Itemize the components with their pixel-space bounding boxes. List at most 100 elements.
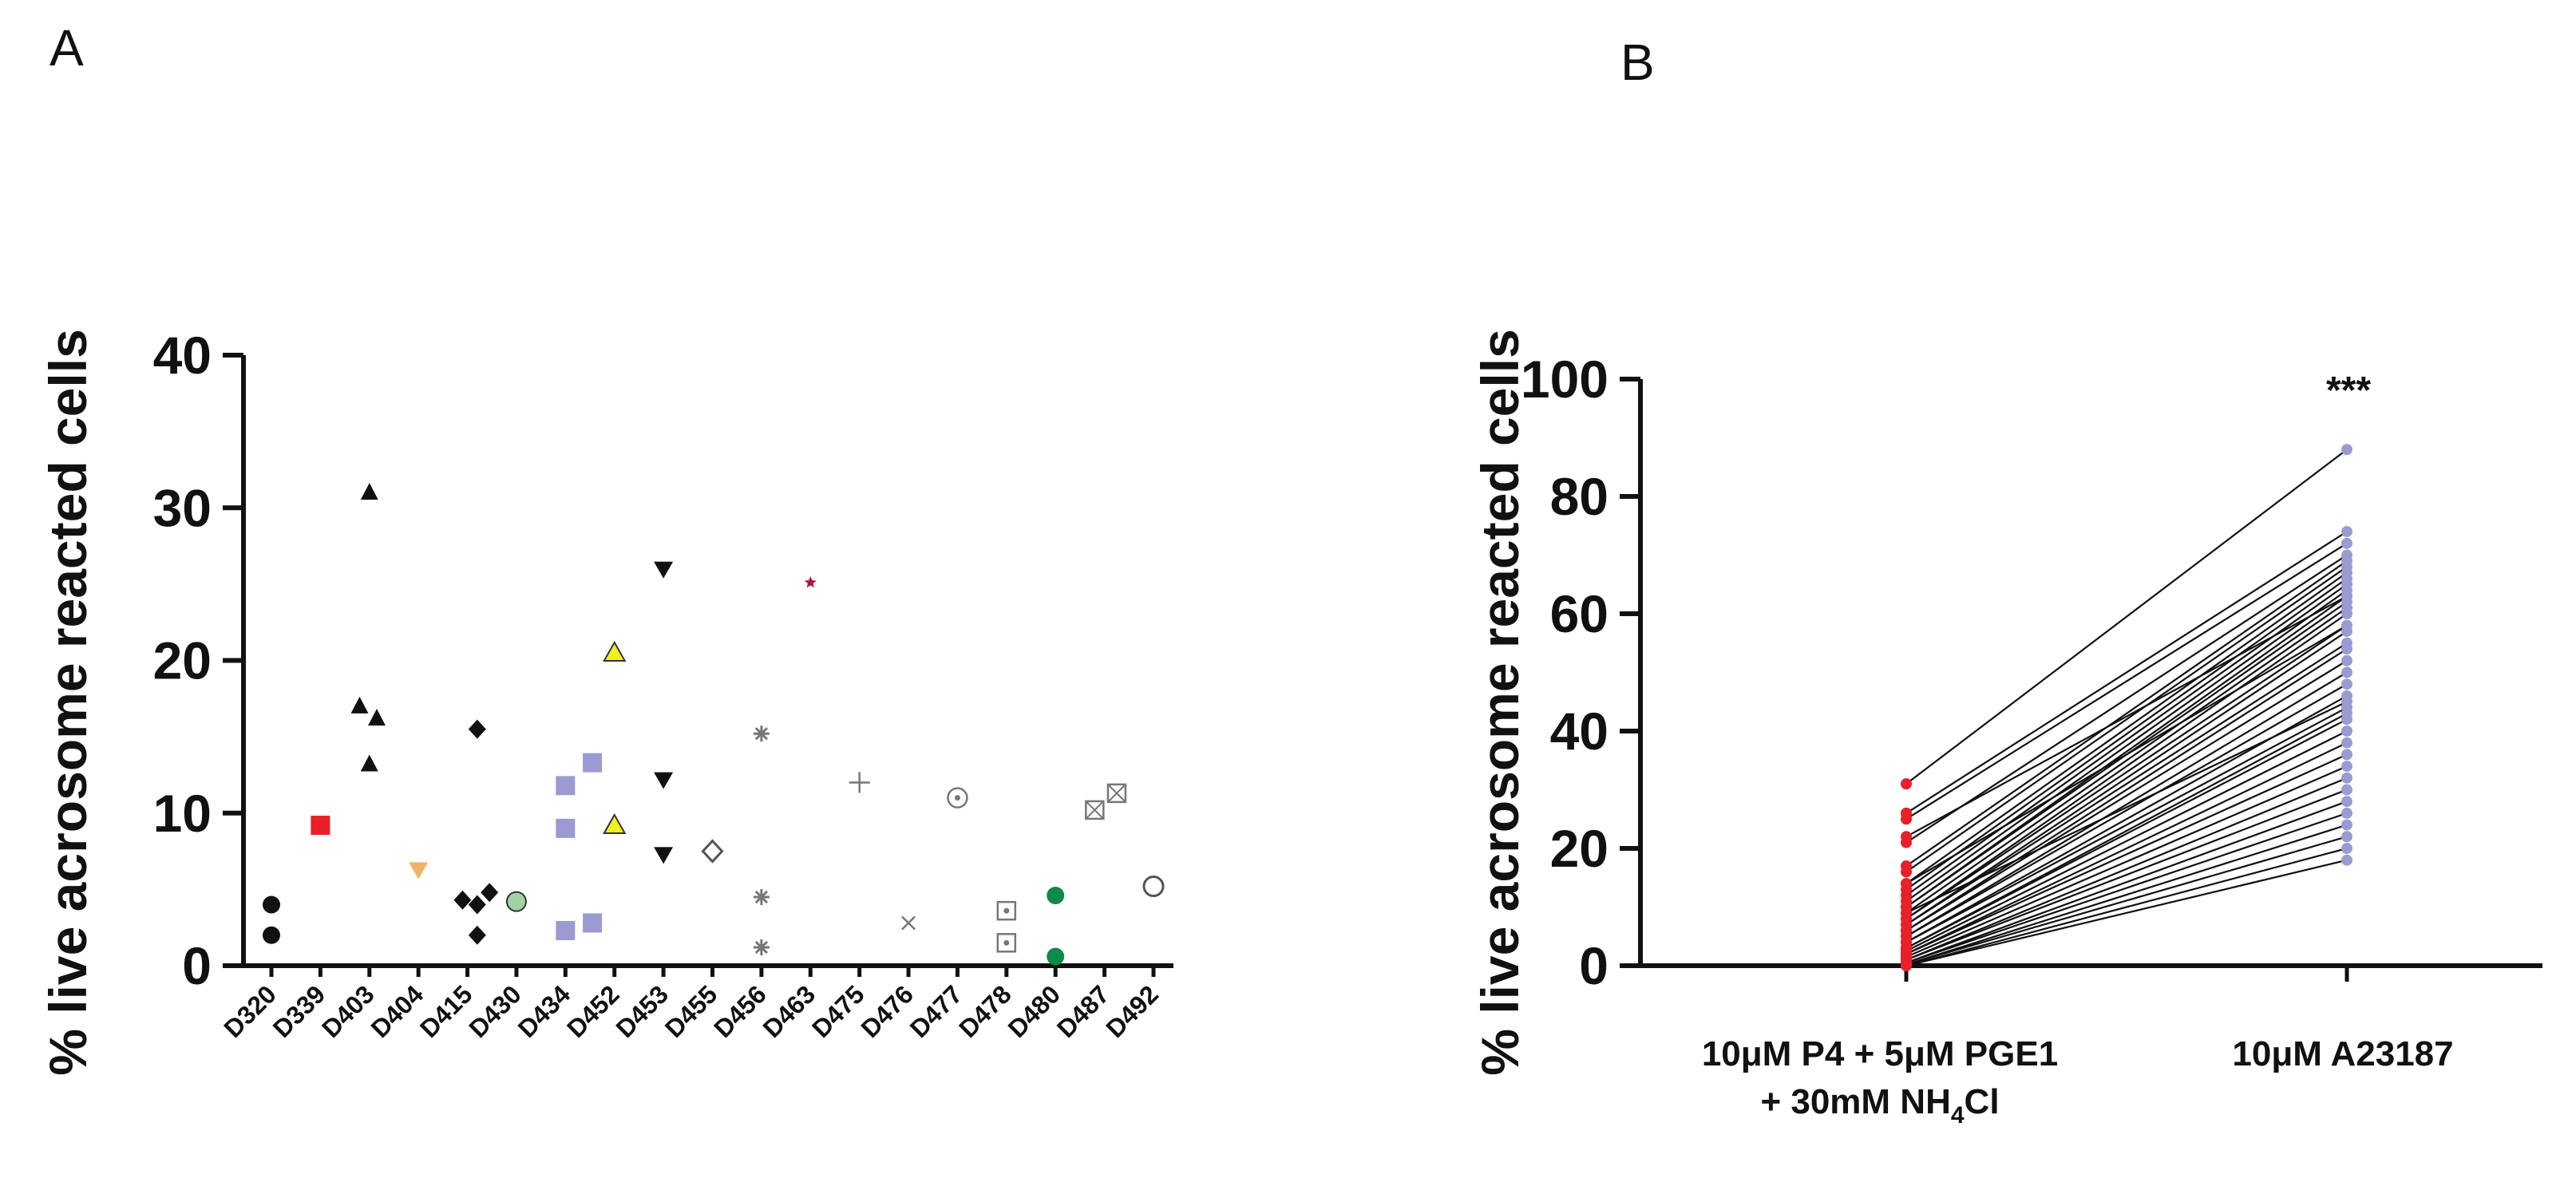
point-after — [2341, 784, 2352, 796]
panel-a-point — [1047, 947, 1065, 966]
paired-line — [1905, 595, 2348, 838]
panel-a-x-tick-label: D463 — [758, 979, 821, 1043]
paired-line — [1905, 701, 2348, 914]
panel-a-x-tick-label: D404 — [366, 979, 429, 1043]
panel-a-chart: % live acrosome reacted cells 0 10 20 30 40 D… — [38, 326, 1173, 1076]
point-after — [2341, 807, 2352, 819]
paired-line — [1905, 765, 2348, 958]
panel-a-x-tick-label: D339 — [267, 979, 331, 1043]
paired-line — [1905, 741, 2348, 955]
panel-a-x-tick-label: D453 — [611, 979, 675, 1043]
group-label-treatment-sub: + 30mM NH4Cl — [1760, 1082, 1999, 1129]
panel-a-point — [804, 575, 817, 588]
paired-line — [1905, 800, 2348, 964]
panel-a-point — [1106, 783, 1127, 804]
paired-line — [1905, 824, 2348, 966]
panel-a-point — [360, 483, 378, 500]
point-before — [1901, 866, 1912, 878]
point-after — [2341, 819, 2352, 831]
point-after — [2341, 526, 2352, 538]
panel-a-point — [360, 754, 378, 772]
point-after — [2341, 643, 2352, 655]
point-after — [2341, 725, 2352, 737]
paired-line — [1905, 671, 2348, 938]
panel-a-point — [311, 816, 330, 836]
paired-line — [1905, 648, 2348, 931]
panel-a-point — [583, 913, 603, 933]
panel-a-x-tick-label: D487 — [1051, 979, 1115, 1043]
paired-line — [1905, 753, 2348, 955]
paired-line — [1905, 607, 2348, 914]
panel-b-y-tick-label: 100 — [1521, 350, 1609, 409]
point-after — [2341, 843, 2352, 854]
panel-a-point — [350, 696, 369, 714]
panel-label-b: B — [1620, 34, 1655, 91]
panel-a-x-tick-label: D434 — [512, 979, 576, 1043]
paired-line — [1905, 836, 2348, 966]
panel-a-y-tick-label: 20 — [153, 631, 212, 690]
panel-a-x-tick-label: D452 — [561, 979, 625, 1043]
paired-line — [1905, 571, 2348, 884]
panel-a-x-tick-label: D477 — [904, 979, 968, 1043]
paired-line — [1905, 706, 2348, 943]
point-before — [1901, 960, 1912, 971]
panel-a-point — [468, 895, 486, 915]
paired-line — [1905, 559, 2348, 867]
panel-a-x-tick-label: D455 — [659, 979, 723, 1043]
panel-a-x-tick-label: D475 — [806, 979, 870, 1043]
panel-a-point — [654, 561, 674, 579]
point-after — [2341, 714, 2352, 725]
point-after — [2341, 761, 2352, 773]
panel-b-y-tick-label: 80 — [1550, 467, 1609, 526]
panel-label-a: A — [49, 19, 84, 77]
paired-line — [1905, 566, 2348, 873]
panel-a-x-tick-label: D476 — [855, 979, 919, 1043]
paired-line — [1905, 554, 2348, 844]
panel-b-y-tick-label: 20 — [1550, 819, 1609, 878]
panel-a-axes: 010203040D320D339D403D404D415D430D434D45… — [153, 326, 1173, 1043]
point-before — [1901, 831, 1912, 843]
panel-b-points — [1901, 444, 2352, 971]
panel-a-x-tick-label: D430 — [463, 979, 527, 1043]
paired-line — [1905, 683, 2348, 938]
panel-b-axes: 0 20 40 60 80 100 — [1521, 350, 2542, 995]
point-after — [2341, 772, 2352, 784]
point-before — [1901, 878, 1912, 890]
point-after — [2341, 590, 2352, 602]
group-label-ionophore: 10μM A23187 — [2232, 1034, 2453, 1073]
paired-line — [1905, 531, 2348, 814]
panel-a-point — [701, 839, 724, 864]
panel-a-x-tick-label: D403 — [316, 979, 380, 1043]
panel-a-point — [654, 772, 674, 789]
panel-b-y-tick-label: 0 — [1579, 936, 1609, 995]
panel-a-point — [583, 753, 603, 773]
panel-b-y-tick-label: 40 — [1550, 702, 1609, 761]
paired-line — [1905, 631, 2348, 926]
panel-a-point — [603, 640, 627, 662]
panel-a-point — [901, 915, 916, 931]
panel-a-x-tick-label: D320 — [218, 979, 282, 1043]
panel-a-point — [468, 719, 486, 739]
panel-a-points — [263, 483, 1165, 966]
panel-a-point — [996, 933, 1017, 953]
panel-a-point — [753, 939, 770, 956]
point-after — [2341, 444, 2352, 456]
panel-a-point — [263, 926, 280, 944]
paired-line — [1905, 718, 2348, 949]
paired-line — [1905, 449, 2348, 785]
paired-line — [1905, 789, 2348, 961]
panel-a-x-tick-label: D492 — [1100, 979, 1164, 1043]
panel-b-chart: % live acrosome reacted cells 0 20 40 60 80 1… — [1470, 329, 2542, 1129]
significance-label: *** — [2326, 370, 2371, 412]
panel-a-point — [1142, 876, 1165, 898]
panel-a-point — [947, 787, 968, 808]
point-after — [2341, 654, 2352, 666]
panel-a-point — [263, 895, 280, 914]
panel-a-point — [654, 847, 674, 864]
paired-line — [1905, 777, 2348, 961]
panel-a-point — [1085, 800, 1105, 820]
panel-a-point — [996, 900, 1017, 921]
point-before — [1901, 778, 1912, 790]
group-label-treatment: 10μM P4 + 5μM PGE1 — [1702, 1034, 2058, 1073]
paired-line — [1905, 578, 2348, 891]
